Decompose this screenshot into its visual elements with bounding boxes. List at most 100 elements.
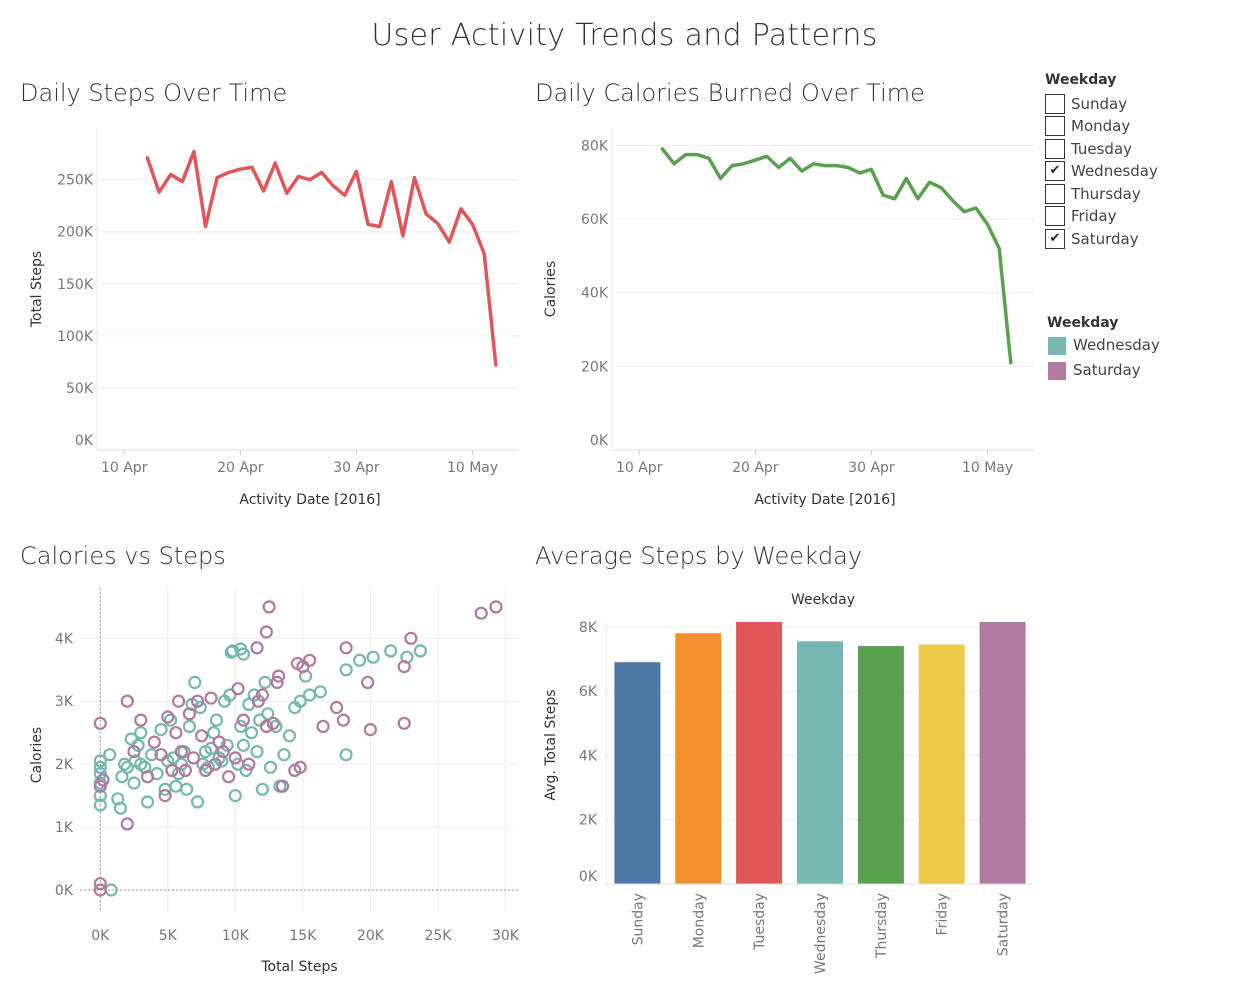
filter-item-label: Tuesday — [1071, 140, 1133, 158]
scatter-point-saturday — [216, 744, 230, 759]
x-tick-label: Wednesday — [813, 893, 829, 974]
filter-item-monday[interactable]: Monday — [1045, 116, 1195, 138]
scatter-point-saturday — [397, 659, 411, 674]
checkbox[interactable] — [1045, 116, 1065, 136]
scatter-point-wednesday — [204, 741, 218, 756]
scatter-point-wednesday — [236, 738, 250, 752]
filter-item-wednesday[interactable]: ✔ Wednesday — [1045, 161, 1195, 183]
scatter-point-wednesday — [193, 700, 207, 715]
scatter-point-wednesday — [339, 748, 353, 762]
y-tick-label: 0K — [75, 433, 94, 449]
scatter-point-wednesday — [239, 763, 253, 778]
bar-saturday — [979, 622, 1026, 884]
scatter-point-saturday — [339, 641, 353, 655]
scatter-point-saturday — [266, 716, 280, 730]
scatter-point-wednesday — [244, 726, 259, 740]
filter-item-tuesday[interactable]: Tuesday — [1045, 139, 1195, 161]
scatter-point-wednesday — [263, 760, 278, 774]
scatter-point-wednesday — [207, 726, 221, 740]
filter-item-sunday[interactable]: Sunday — [1045, 94, 1195, 116]
scatter-point-wednesday — [93, 766, 107, 781]
scatter-point-wednesday — [234, 642, 248, 656]
scatter-point-saturday — [186, 751, 201, 765]
x-tick-label: 10K — [222, 928, 250, 944]
calories-line-chart[interactable]: 0K 20K 40K 60K 80K 10 Apr 20 Apr 30 Apr 10 May Ac… — [543, 128, 1034, 508]
y-tick-label: 6K — [579, 684, 598, 700]
scatter-point-wednesday — [127, 776, 141, 790]
scatter-point-saturday — [165, 763, 179, 778]
y-tick-label: 150K — [57, 277, 94, 293]
scatter-point-saturday — [303, 653, 317, 667]
scatter-point-wednesday — [169, 779, 183, 793]
steps-series-line — [145, 149, 498, 367]
bar-tuesday — [736, 622, 783, 884]
avg-steps-by-weekday-bar-chart[interactable]: Weekday 0K 2K 4K 6K 8K Avg. Total Steps Sunday M… — [543, 592, 1032, 974]
y-tick-label: 200K — [57, 225, 94, 241]
calories-vs-steps-scatter[interactable]: 0K 5K 10K 15K 20K 25K 30K 0K 1K 2K 3K 4K Total Steps… — [29, 588, 520, 975]
scatter-point-saturday — [208, 757, 222, 771]
scatter-point-saturday — [361, 675, 375, 690]
bar-monday — [675, 633, 722, 884]
checkbox[interactable] — [1045, 184, 1065, 204]
filter-item-friday[interactable]: Friday — [1045, 206, 1195, 228]
scatter-point-saturday — [259, 719, 273, 734]
scatter-point-wednesday — [115, 770, 129, 784]
scatter-point-saturday — [169, 726, 183, 740]
scatter-point-wednesday — [384, 644, 398, 658]
y-tick-label: 3K — [55, 694, 74, 710]
checkbox[interactable] — [1045, 139, 1065, 159]
x-axis-title: Activity Date [2016] — [754, 492, 895, 508]
legend-item-wednesday[interactable]: Wednesday — [1048, 336, 1208, 358]
scatter-point-wednesday — [261, 707, 275, 721]
y-tick-label: 4K — [55, 631, 74, 647]
x-tick-label: Monday — [691, 893, 707, 948]
scatter-point-wednesday — [413, 644, 427, 658]
x-tick-label: 30K — [492, 928, 520, 944]
scatter-point-saturday — [120, 817, 134, 831]
filter-item-label: Sunday — [1071, 95, 1128, 113]
x-tick-label: 20 Apr — [732, 460, 779, 476]
steps-line-chart[interactable]: 0K 50K 100K 150K 200K 250K 10 Apr 20 Apr 30 Apr 1… — [29, 128, 519, 508]
legend-item-label: Wednesday — [1073, 336, 1160, 354]
filter-item-thursday[interactable]: Thursday — [1045, 184, 1195, 206]
scatter-point-wednesday — [154, 722, 168, 737]
y-axis-title: Total Steps — [29, 251, 45, 328]
y-tick-label: 2K — [579, 813, 598, 829]
x-axis-title: Total Steps — [260, 959, 337, 975]
x-tick-label: 5K — [159, 928, 178, 944]
x-tick-label: 15K — [289, 928, 317, 944]
y-tick-label: 60K — [581, 212, 609, 228]
checkbox[interactable] — [1045, 94, 1065, 114]
checkbox[interactable]: ✔ — [1045, 161, 1065, 181]
checkbox[interactable] — [1045, 206, 1065, 226]
scatter-point-saturday — [154, 748, 168, 762]
scatter-point-saturday — [270, 675, 284, 690]
color-legend-title: Weekday — [1047, 315, 1119, 331]
scatter-point-saturday — [190, 694, 205, 708]
scatter-point-saturday — [182, 707, 196, 721]
y-tick-label: 0K — [579, 869, 598, 885]
scatter-point-saturday — [242, 757, 256, 771]
scatter-point-wednesday — [313, 685, 327, 699]
scatter-point-wednesday — [366, 650, 380, 664]
scatter-point-wednesday — [201, 760, 215, 774]
scatter-point-saturday — [127, 744, 141, 759]
scatter-point-saturday — [250, 641, 264, 655]
filter-item-label: Monday — [1071, 117, 1131, 135]
legend-item-saturday[interactable]: Saturday — [1048, 361, 1208, 383]
scatter-point-saturday — [272, 669, 286, 683]
scatter-point-saturday — [195, 729, 209, 743]
scatter-point-wednesday — [228, 788, 242, 803]
scatter-point-wednesday — [353, 653, 367, 667]
scatter-point-wednesday — [293, 694, 307, 708]
scatter-point-saturday — [489, 600, 503, 614]
bar-thursday — [857, 646, 904, 884]
scatter-point-wednesday — [182, 719, 196, 734]
weekday-filter-title: Weekday — [1045, 72, 1117, 88]
scatter-point-wednesday — [93, 760, 107, 774]
filter-item-label: Friday — [1071, 207, 1117, 225]
bar-sunday — [614, 662, 661, 884]
checkbox[interactable]: ✔ — [1045, 229, 1065, 249]
legend-swatch — [1048, 337, 1066, 355]
filter-item-saturday[interactable]: ✔ Saturday — [1045, 229, 1195, 251]
